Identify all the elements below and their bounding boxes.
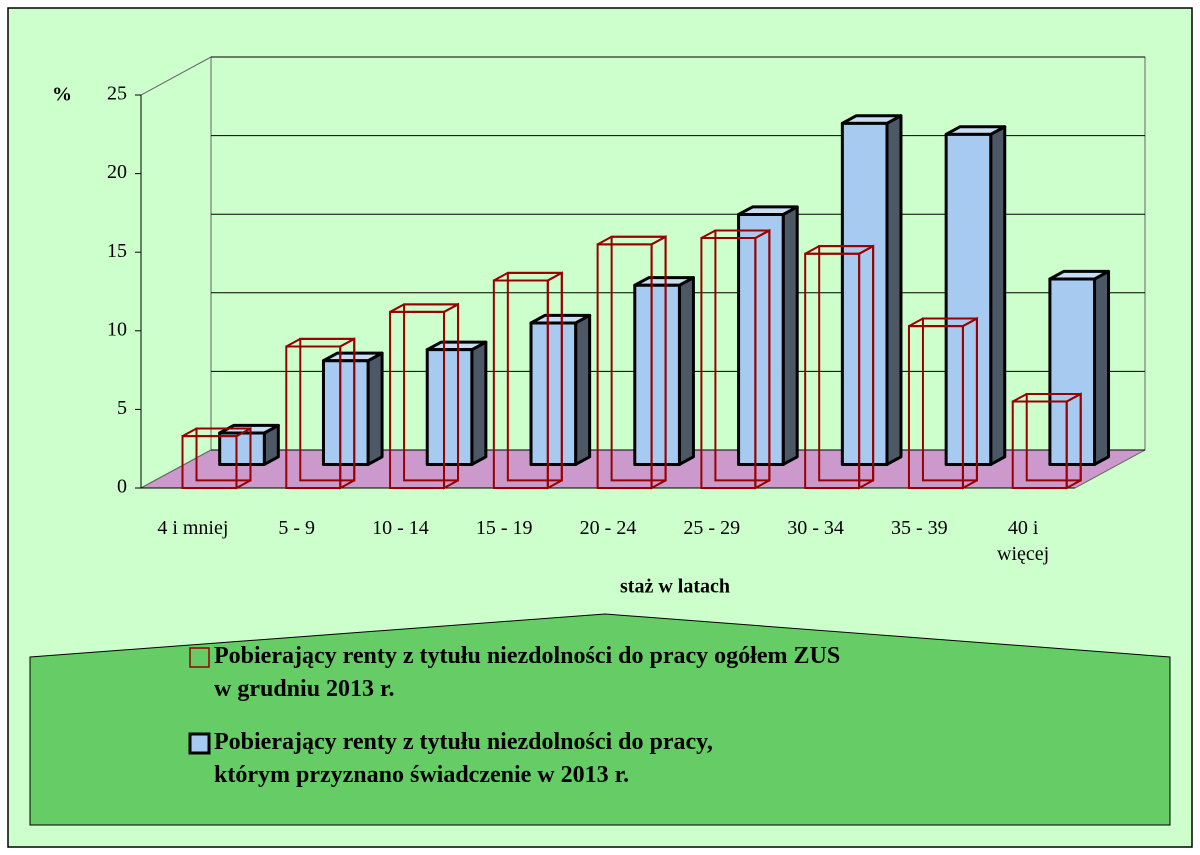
bar-front (1048, 277, 1097, 466)
y-tick-label: 10 (107, 318, 127, 340)
legend-marker (188, 732, 211, 755)
bar-face (1065, 392, 1082, 490)
bar-front (840, 121, 889, 466)
legend-marker (189, 647, 210, 668)
bar-face (754, 228, 771, 490)
bar (425, 340, 488, 466)
bar-face (650, 235, 667, 490)
bar-face (858, 244, 875, 490)
bar (1011, 392, 1082, 490)
bar (633, 276, 695, 466)
bar-face (235, 426, 252, 490)
bar-front (425, 348, 474, 466)
bar-face (443, 302, 460, 490)
bar (1048, 269, 1111, 466)
bar (804, 244, 875, 490)
plot: 0 5 10 15 20 25 (107, 56, 1146, 498)
bar-side (1093, 269, 1111, 466)
x-tick-label: 30 - 34 (787, 517, 844, 539)
bar-face (546, 271, 563, 490)
bar-side (470, 340, 488, 466)
bar (389, 302, 460, 490)
bar-front (218, 431, 266, 466)
legend-background (29, 613, 1171, 826)
y-axis-label: % (52, 84, 72, 106)
bar (737, 205, 799, 466)
bar-face (339, 337, 356, 490)
bar (181, 426, 252, 490)
bar (596, 235, 667, 490)
x-tick-label: 25 - 29 (683, 517, 741, 539)
bar (944, 125, 1007, 466)
bar-side (574, 313, 592, 466)
bar-front (633, 283, 681, 466)
legend-label: Pobierający renty z tytułu niezdolności … (214, 729, 713, 788)
bar-side (885, 114, 903, 466)
x-tick-label: 15 - 19 (475, 517, 533, 539)
bar (840, 114, 903, 466)
x-tick-label: 20 - 24 (579, 517, 637, 539)
bar (218, 423, 280, 466)
y-tick-label: 5 (117, 397, 127, 419)
bar (285, 337, 356, 490)
bar (492, 271, 563, 490)
bar (907, 316, 978, 490)
x-tick-label: 10 - 14 (372, 517, 429, 539)
bar (700, 228, 771, 490)
x-tick-label: 4 i mniej (157, 517, 229, 539)
bar (321, 351, 384, 466)
bar-face (961, 316, 978, 490)
bar (529, 313, 592, 466)
bar-front (737, 212, 785, 466)
y-tick-label: 15 (107, 240, 127, 262)
bar-front (321, 359, 370, 466)
x-tick-label: 35 - 39 (890, 517, 948, 539)
y-tick-label: 0 (117, 476, 127, 498)
bar-side (677, 276, 695, 466)
y-tick-label: 25 (107, 83, 127, 105)
bar-side (989, 125, 1007, 466)
x-axis-label: staż w latach (620, 576, 730, 598)
x-tick-label: 5 - 9 (278, 517, 315, 539)
bar-front (944, 132, 993, 466)
bar-side (781, 205, 799, 466)
bar-front (529, 321, 578, 466)
legend-label: Pobierający renty z tytułu niezdolności … (214, 643, 841, 702)
x-tick-label: 40 i więcej (997, 517, 1050, 565)
y-tick-label: 20 (107, 161, 127, 183)
bar-side (366, 351, 384, 466)
